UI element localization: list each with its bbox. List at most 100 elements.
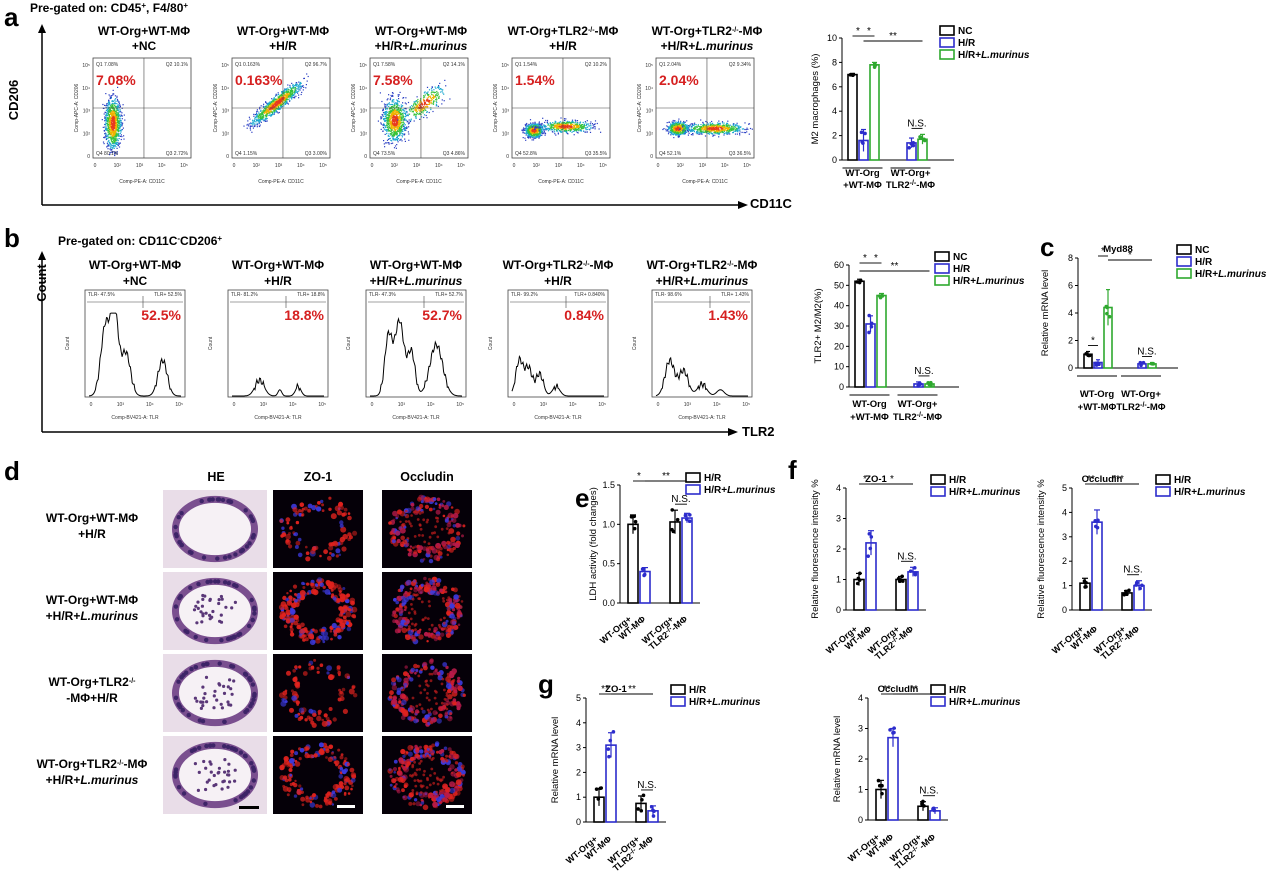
data-point: [1093, 524, 1098, 529]
legend-swatch: [1155, 474, 1171, 485]
m2-percentage: 7.08%: [96, 72, 136, 88]
y-tick: 10³: [360, 109, 368, 115]
col-header-zo1: ZO-1: [304, 470, 333, 484]
data-point: [636, 807, 640, 811]
y-tick: 10²: [360, 131, 368, 137]
data-point: [1096, 362, 1101, 367]
y-tick-label: 0.0: [602, 598, 615, 608]
cd11c-axis-label: CD11C: [750, 196, 793, 211]
x-tick: 10³: [260, 402, 268, 408]
quadrant-q4: Q4 52.8%: [515, 151, 538, 157]
y-tick: 0: [226, 154, 229, 160]
plot-ylabel: Comp-APC-A: CD206: [213, 83, 219, 132]
group-label: WT-Org+: [891, 168, 931, 179]
plot-ylabel: Comp-APC-A: CD206: [74, 83, 80, 132]
legend-label: H/R: [1195, 257, 1213, 268]
y-tick-label: 2: [1068, 336, 1073, 346]
legend-label: H/R+L.murinus: [949, 487, 1021, 498]
legend-label: H/R+L.murinus: [1174, 487, 1246, 498]
significance-label: **: [889, 31, 897, 42]
histogram-curve: [88, 312, 181, 397]
y-tick-label: 2: [576, 767, 581, 777]
data-point: [867, 330, 871, 335]
data-point: [869, 324, 874, 329]
x-tick: 10⁵: [175, 402, 183, 408]
x-tick: 10⁴: [297, 163, 305, 169]
chart-f2-bar: Occludin 0 1 2 3 4 5 Relative fluorescence inte…: [1036, 474, 1246, 662]
plot-ylabel: Count: [208, 336, 214, 350]
row-label-line1: WT-Org+TLR2-/-: [49, 675, 137, 689]
y-tick: 10³: [502, 109, 510, 115]
row-label-line1: WT-Org+TLR2-/--MΦ: [37, 757, 148, 771]
plot-xlabel: Comp-PE-A: CD11C: [119, 179, 165, 185]
chart-title: ZO-1: [605, 684, 627, 695]
bar: [627, 523, 639, 604]
legend-swatch: [934, 275, 950, 286]
data-point: [922, 804, 926, 808]
x-tick: 0: [90, 402, 93, 408]
chart-title: ZO-1: [865, 474, 887, 485]
row-label-line2: +H/R: [78, 527, 106, 541]
data-point: [641, 793, 646, 798]
histogram-curve: [655, 356, 748, 397]
legend-label: H/R: [949, 685, 967, 696]
y-tick-label: 2: [832, 131, 837, 141]
data-point: [675, 517, 680, 522]
histogram-b-2: WT-Org+WT-MΦ +H/R TLR- 81.2% TLR+ 18.8% 18.8…: [208, 258, 329, 421]
quadrant-q3: Q3 2.72%: [166, 151, 189, 157]
significance-label: N.S.: [1137, 347, 1156, 358]
data-point: [1124, 589, 1128, 594]
quadrant-q3: Q3 4.86%: [443, 151, 466, 157]
data-point: [888, 728, 892, 732]
data-point: [863, 131, 867, 136]
legend-label: H/R+L.murinus: [689, 697, 761, 708]
data-point: [688, 513, 692, 517]
plot-ylabel: Count: [346, 336, 352, 350]
legend-label: H/R: [953, 264, 971, 275]
plot-title: WT-Org+WT-MΦ: [375, 24, 467, 38]
data-point: [851, 72, 856, 77]
significance-label: *: [867, 26, 871, 37]
data-point: [640, 797, 644, 802]
gate-negative: TLR- 99.2%: [511, 292, 538, 298]
y-tick: 10⁴: [82, 86, 90, 92]
plot-title: WT-Org+TLR2-/--MΦ: [508, 24, 619, 38]
y-axis-label: TLR2+ M2/M2(%): [813, 288, 824, 363]
y-tick-label: 4: [576, 718, 581, 728]
legend-swatch: [939, 37, 955, 48]
histogram-curve: [232, 377, 324, 397]
group-label: WT-Org: [852, 399, 886, 410]
x-tick: 10³: [136, 163, 144, 169]
panel-a-axes: CD206 CD11C: [6, 24, 793, 211]
data-point: [927, 382, 932, 387]
data-point: [1140, 583, 1144, 588]
significance-label: *: [863, 474, 867, 485]
quadrant-q4: Q4 73.5%: [373, 151, 396, 157]
tlr2-axis-label: TLR2: [742, 424, 775, 439]
y-tick-label: 3: [576, 743, 581, 753]
y-tick: 10⁵: [501, 63, 509, 69]
quadrant-q2: Q2 96.7%: [305, 62, 328, 68]
x-tick: 10³: [555, 163, 563, 169]
legend-label: H/R+L.murinus: [704, 485, 776, 496]
data-point: [632, 514, 637, 519]
group-label: TLR2-/--MΦ: [893, 412, 942, 424]
panel-letter-b: b: [4, 223, 20, 253]
y-tick-label: 5: [576, 693, 581, 703]
bar: [887, 736, 899, 821]
legend-label: H/R+L.murinus: [1195, 269, 1267, 280]
legend-swatch: [934, 251, 950, 262]
y-tick-label: 0.5: [602, 559, 615, 569]
significance-label: *: [1091, 336, 1095, 347]
tlr2-percentage: 0.84%: [564, 307, 604, 323]
gate-label-b: Pre-gated on: CD11C-CD206+: [58, 234, 222, 249]
panel-letter-f: f: [788, 455, 797, 485]
y-axis-label: LDH activity (fold changes): [588, 487, 599, 601]
legend-label: H/R+L.murinus: [953, 276, 1025, 287]
data-point: [1138, 586, 1142, 591]
data-point: [1122, 592, 1127, 597]
data-point: [1127, 588, 1131, 593]
data-point: [687, 519, 692, 524]
quadrant-q2: Q2 14.1%: [443, 62, 466, 68]
quadrant-q3: Q3 35.5%: [585, 151, 608, 157]
